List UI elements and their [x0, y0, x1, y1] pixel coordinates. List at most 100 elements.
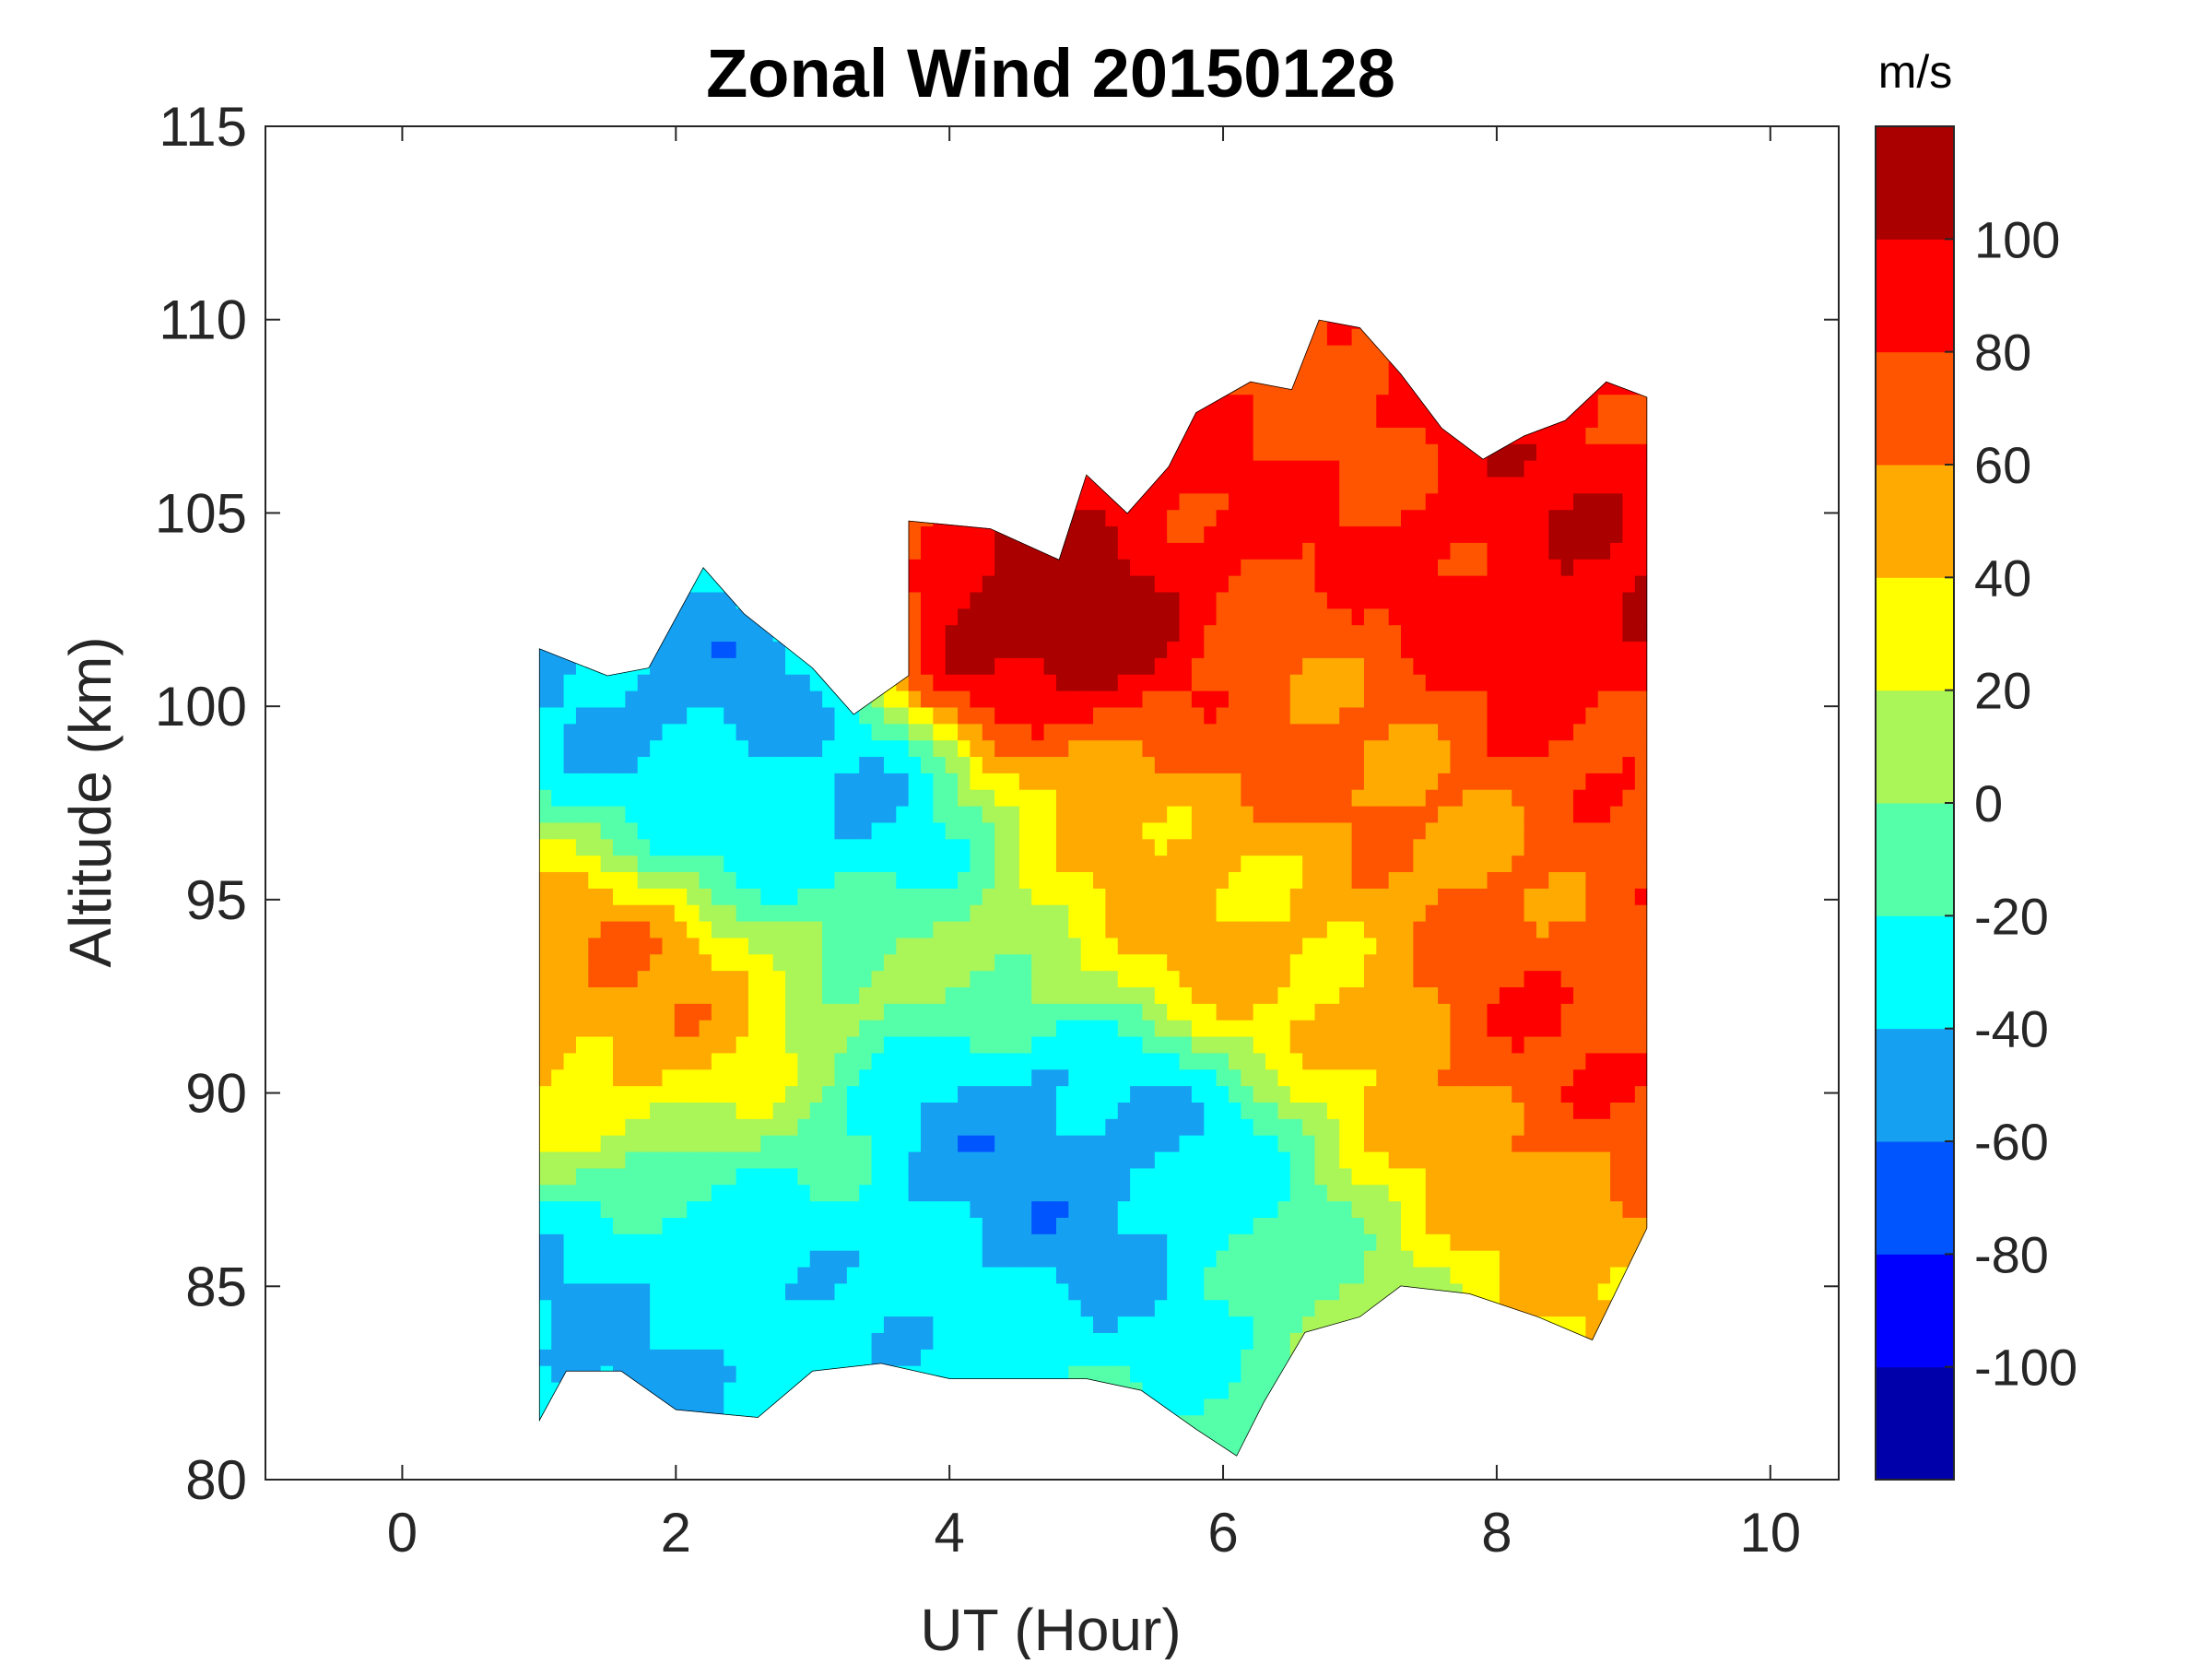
field-cell — [1031, 1282, 1045, 1301]
field-cell — [563, 871, 577, 889]
field-cell — [1043, 608, 1057, 626]
field-cell — [1326, 855, 1340, 873]
field-cell — [563, 739, 577, 758]
field-cell — [575, 1332, 589, 1350]
field-cell — [575, 1052, 589, 1070]
field-cell — [1093, 1365, 1106, 1383]
field-cell — [1191, 1052, 1205, 1070]
field-cell — [1154, 1316, 1168, 1333]
field-cell — [921, 1316, 934, 1333]
field-cell — [1055, 1233, 1069, 1251]
field-cell — [1179, 789, 1193, 807]
field-cell — [1339, 773, 1353, 790]
field-cell — [1142, 1102, 1156, 1119]
field-cell — [1191, 1282, 1205, 1301]
field-cell — [760, 904, 774, 922]
field-cell — [1105, 1250, 1119, 1268]
field-cell — [908, 657, 922, 675]
field-cell — [1326, 492, 1340, 511]
field-cell — [945, 937, 959, 955]
field-cell — [945, 1035, 959, 1054]
field-cell — [1068, 1316, 1082, 1333]
field-cell — [1351, 1200, 1365, 1218]
field-cell — [1228, 1020, 1241, 1037]
field-cell — [908, 904, 922, 922]
field-cell — [1326, 937, 1340, 955]
field-cell — [896, 806, 910, 823]
field-cell — [551, 1282, 565, 1301]
field-cell — [1068, 1332, 1082, 1350]
field-cell — [1302, 427, 1316, 444]
field-cell — [1265, 1184, 1279, 1202]
field-cell — [1388, 1102, 1402, 1119]
field-cell — [1055, 1250, 1069, 1268]
field-cell — [1130, 706, 1144, 725]
field-cell — [982, 1135, 995, 1152]
field-cell — [1130, 1118, 1144, 1136]
field-cell — [1018, 970, 1032, 988]
field-cell — [625, 1266, 639, 1284]
field-cell — [1265, 723, 1279, 741]
field-cell — [883, 1151, 897, 1169]
field-cell — [846, 1233, 860, 1251]
field-cell — [1043, 773, 1057, 790]
field-cell — [551, 1184, 565, 1202]
field-cell — [724, 608, 737, 626]
field-cell — [994, 674, 1008, 691]
field-cell — [846, 1332, 860, 1350]
field-cell — [1031, 1167, 1045, 1186]
field-cell — [1179, 1135, 1193, 1152]
field-cell — [994, 953, 1008, 972]
field-cell — [1351, 1052, 1365, 1070]
field-cell — [871, 756, 885, 773]
field-cell — [1253, 394, 1266, 412]
field-cell — [1253, 591, 1266, 609]
field-cell — [551, 1332, 565, 1350]
field-cell — [662, 1118, 676, 1136]
field-cell — [1265, 575, 1279, 593]
field-cell — [859, 1035, 873, 1054]
field-cell — [908, 1233, 922, 1251]
field-cell — [921, 1184, 934, 1202]
field-cell — [711, 1299, 724, 1317]
field-cell — [613, 1085, 626, 1103]
field-cell — [1277, 443, 1291, 461]
field-cell — [1130, 674, 1144, 691]
field-cell — [1265, 460, 1279, 478]
field-cell — [945, 904, 959, 922]
field-cell — [1191, 855, 1205, 873]
field-cell — [1093, 888, 1106, 905]
field-cell — [1265, 443, 1279, 461]
field-cell — [563, 986, 577, 1004]
field-cell — [760, 739, 774, 758]
field-cell — [1326, 1151, 1340, 1169]
field-cell — [1142, 756, 1156, 773]
field-cell — [982, 937, 995, 955]
field-cell — [1326, 575, 1340, 593]
field-cell — [921, 773, 934, 790]
field-cell — [1241, 1003, 1254, 1021]
field-cell — [1401, 706, 1414, 725]
field-cell — [687, 756, 700, 773]
field-cell — [982, 1217, 995, 1234]
field-cell — [1277, 1052, 1291, 1070]
field-cell — [662, 1035, 676, 1054]
field-cell — [625, 1068, 639, 1087]
field-cell — [1339, 920, 1353, 938]
field-cell — [1326, 1068, 1340, 1087]
field-cell — [637, 1068, 651, 1087]
field-cell — [1093, 1118, 1106, 1136]
field-cell — [921, 1003, 934, 1021]
field-cell — [1093, 674, 1106, 691]
field-cell — [1302, 1102, 1316, 1119]
field-cell — [982, 1020, 995, 1037]
field-cell — [637, 986, 651, 1004]
field-cell — [834, 855, 848, 873]
field-cell — [797, 674, 811, 691]
field-cell — [1388, 739, 1402, 758]
field-cell — [1314, 1068, 1328, 1087]
field-cell — [883, 1052, 897, 1070]
field-cell — [563, 1135, 577, 1152]
field-cell — [724, 1349, 737, 1366]
field-cell — [1388, 970, 1402, 988]
